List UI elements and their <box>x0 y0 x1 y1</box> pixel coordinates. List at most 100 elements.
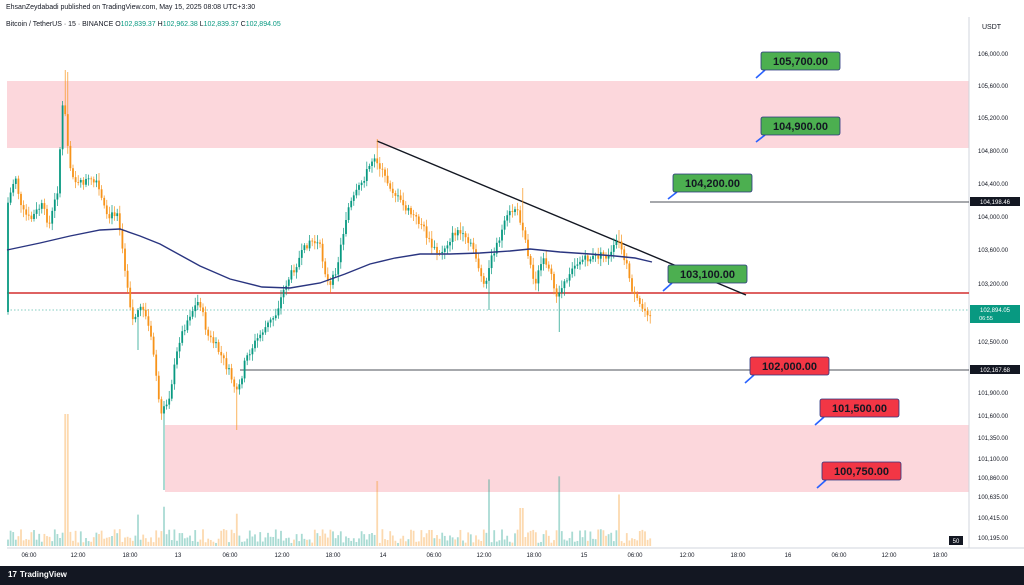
time-axis[interactable]: 06:00 12:00 18:00 13 06:00 12:00 18:00 14 06:00 1… <box>21 553 948 559</box>
candle-body <box>282 289 285 298</box>
target-label-green[interactable]: 104,200.00 <box>667 173 753 200</box>
volume-bar <box>248 530 251 546</box>
target-label-red[interactable]: 102,000.00 <box>744 356 830 384</box>
volume-bar <box>571 531 574 546</box>
ohlc-high-key: H <box>157 21 163 28</box>
volume-bar <box>108 537 111 546</box>
volume-bar <box>61 532 64 546</box>
candle-body <box>319 242 321 244</box>
volume-bar <box>269 536 272 546</box>
candle-body <box>638 298 641 304</box>
candle-body <box>269 319 272 323</box>
volume-bar <box>602 530 605 546</box>
candle-body <box>540 264 542 271</box>
symbol-legend[interactable]: Bitcoin / TetherUS · 15 · BINANCE O102,8… <box>6 21 281 28</box>
volume-bar <box>378 542 381 546</box>
candle-body <box>555 288 558 297</box>
volume-bar <box>111 536 113 546</box>
volume-bar <box>560 531 563 546</box>
currency-label: USDT <box>982 24 1002 31</box>
candle-body <box>64 105 67 115</box>
volume-bar <box>521 508 524 546</box>
volume-bar <box>235 513 238 546</box>
volume-bar <box>326 537 329 546</box>
candle-body <box>558 292 561 297</box>
volume-bar <box>79 531 82 546</box>
candle-body <box>274 315 277 319</box>
candle-body <box>415 215 418 217</box>
target-label-red[interactable]: 101,500.00 <box>814 398 900 426</box>
time-tick-label: 12:00 <box>70 553 86 559</box>
volume-bar <box>196 541 199 546</box>
volume-bar <box>410 529 412 546</box>
ohlc-close-key: C <box>240 21 246 28</box>
volume-bar <box>347 537 350 546</box>
price-tag-value: 104,198.46 <box>980 200 1011 206</box>
volume-bar <box>103 538 106 546</box>
volume-bar <box>217 538 220 546</box>
target-label-green[interactable]: 105,700.00 <box>755 51 841 79</box>
volume-bar <box>506 535 509 546</box>
volume-axis-badge: 50 <box>949 536 963 545</box>
candle-body <box>113 212 116 217</box>
volume-bar <box>503 539 506 546</box>
volume-bar <box>610 532 613 546</box>
candle-body <box>490 255 493 269</box>
volume-bar <box>376 481 379 546</box>
volume-bar <box>475 535 477 546</box>
candle-body <box>170 384 173 399</box>
target-label-green[interactable]: 103,100.00 <box>662 264 748 292</box>
volume-bar <box>467 532 470 546</box>
time-tick-label: 16 <box>785 553 792 559</box>
volume-bar <box>477 539 480 546</box>
volume-bar <box>129 537 132 546</box>
volume-bar <box>293 539 295 546</box>
volume-bar <box>256 541 259 546</box>
candle-body <box>342 233 345 245</box>
candle-body <box>233 379 236 387</box>
candle-body <box>72 168 74 178</box>
target-label-red[interactable]: 100,750.00 <box>816 461 902 489</box>
candle-body <box>480 268 483 277</box>
volume-bar <box>534 532 537 546</box>
ohlc-high: 102,962.38 <box>162 21 198 28</box>
volume-bar <box>204 542 207 546</box>
candle-body <box>230 368 233 380</box>
tradingview-logo[interactable]: 17 TradingView <box>8 570 67 579</box>
candle-body <box>27 214 30 216</box>
volume-bar <box>274 529 277 546</box>
candle-body <box>181 331 184 343</box>
target-label-green[interactable]: 104,900.00 <box>755 116 841 143</box>
ohlc-close: 102,894.05 <box>245 21 281 28</box>
volume-bar <box>352 538 355 546</box>
time-tick-label: 12:00 <box>274 553 290 559</box>
volume-bar <box>553 540 555 546</box>
moving-average-line <box>6 228 653 289</box>
price-tags: 104,198.46 102,894.05 06:55 102,167.68 <box>970 197 1020 374</box>
volume-bar <box>363 534 366 546</box>
volume-bar <box>586 540 589 546</box>
volume-bar <box>519 508 522 546</box>
volume-bar <box>420 530 423 546</box>
candle-body <box>66 114 69 146</box>
candle-body <box>443 248 446 252</box>
candle-body <box>12 183 15 193</box>
volume-bar <box>516 529 519 546</box>
candle-body <box>615 241 618 245</box>
candle-body <box>261 332 264 335</box>
time-tick-label: 12:00 <box>679 553 695 559</box>
candle-body <box>20 193 22 206</box>
volume-bar <box>243 541 246 546</box>
volume-bar <box>402 535 405 546</box>
price-axis[interactable]: 106,000.00 105,600.00 105,200.00 104,800.00… <box>978 52 1009 542</box>
candle-body <box>381 168 384 170</box>
candle-body <box>82 179 85 185</box>
candle-body <box>410 207 412 215</box>
volume-bar <box>612 541 615 546</box>
candle-body <box>391 188 394 194</box>
candle-body <box>646 310 649 316</box>
candle-body <box>191 311 194 317</box>
arrow-icon <box>662 282 673 292</box>
candle-body <box>404 205 407 211</box>
